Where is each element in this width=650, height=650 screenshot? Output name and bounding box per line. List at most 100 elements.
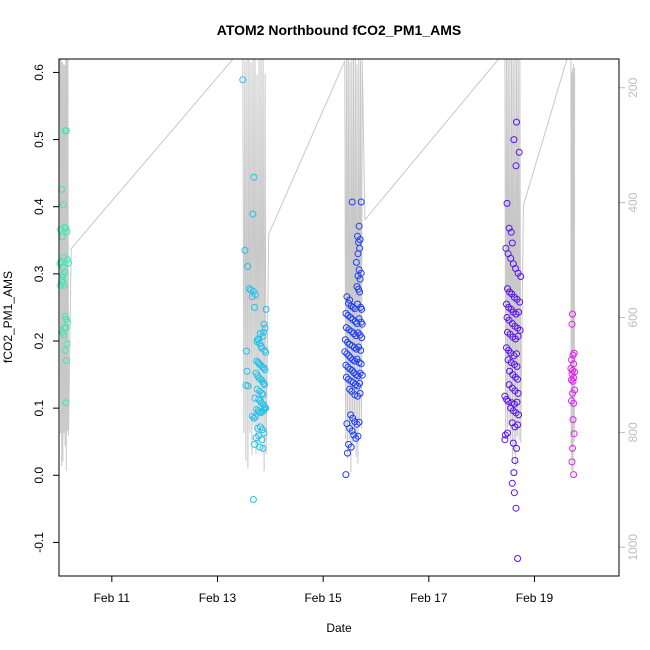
- y-axis-label: fCO2_PM1_AMS: [1, 271, 15, 363]
- data-point: [62, 399, 70, 407]
- data-point: [569, 444, 576, 452]
- data-point: [261, 366, 269, 374]
- y-tick-label: 0.1: [32, 399, 46, 416]
- data-point: [342, 310, 350, 317]
- data-point: [347, 314, 355, 321]
- data-point: [571, 386, 579, 394]
- data-point: [506, 288, 514, 296]
- data-point: [510, 469, 518, 477]
- data-point: [515, 308, 523, 316]
- x-tick-label: Feb 13: [199, 591, 237, 605]
- data-point: [510, 489, 518, 497]
- data-point: [356, 369, 364, 377]
- data-point: [501, 392, 509, 400]
- data-point: [63, 340, 71, 348]
- data-point: [508, 239, 516, 247]
- data-point: [354, 329, 362, 337]
- data-point: [569, 416, 577, 424]
- data-point: [503, 199, 511, 207]
- data-point: [357, 360, 365, 368]
- y-tick-label: 0.3: [32, 265, 46, 282]
- data-point: [258, 389, 266, 397]
- data-point: [355, 222, 363, 230]
- data-point: [62, 324, 70, 332]
- data-point: [358, 305, 366, 313]
- data-point: [508, 479, 516, 487]
- data-point: [59, 271, 67, 278]
- data-point: [515, 148, 523, 156]
- data-point: [250, 173, 258, 181]
- data-point: [262, 305, 270, 313]
- data-point: [251, 303, 258, 311]
- data-point: [345, 352, 353, 360]
- data-point: [517, 273, 525, 280]
- data-point: [348, 367, 356, 374]
- data-point: [342, 471, 350, 479]
- right-tick-label: 800: [626, 422, 640, 442]
- data-point: [259, 391, 267, 399]
- data-point: [513, 118, 520, 126]
- data-point: [513, 350, 520, 358]
- data-point: [355, 418, 363, 426]
- x-tick-label: Feb 17: [410, 591, 448, 605]
- data-point: [569, 377, 577, 385]
- data-point: [511, 457, 519, 464]
- data-point: [57, 281, 65, 289]
- data-point: [351, 357, 359, 365]
- data-point: [354, 250, 362, 258]
- data-point: [241, 246, 249, 254]
- y-tick-label: 0.5: [32, 131, 46, 148]
- data-point: [347, 354, 355, 362]
- data-point: [259, 444, 267, 452]
- x-tick-label: Feb 19: [516, 591, 554, 605]
- data-point: [513, 363, 521, 370]
- data-point: [256, 443, 264, 451]
- data-point: [258, 426, 266, 434]
- data-point: [62, 357, 70, 364]
- data-point: [570, 430, 578, 438]
- data-point: [343, 350, 351, 358]
- data-point: [65, 259, 72, 267]
- data-point: [350, 330, 358, 338]
- data-point: [63, 228, 71, 236]
- data-point: [347, 443, 355, 451]
- data-point: [349, 303, 357, 311]
- y-tick-label: 0.2: [32, 332, 46, 349]
- data-point: [251, 394, 259, 402]
- data-point: [247, 286, 255, 294]
- data-point: [348, 328, 356, 336]
- data-point: [252, 413, 259, 421]
- data-point: [260, 328, 267, 336]
- data-point: [514, 555, 522, 562]
- right-tick-label: 1000: [626, 534, 640, 561]
- data-point: [239, 76, 247, 84]
- data-point: [261, 324, 269, 332]
- data-point: [344, 363, 352, 371]
- data-point: [251, 440, 258, 448]
- pressure-trace: [59, 59, 576, 473]
- data-point: [357, 346, 365, 354]
- data-point: [516, 326, 524, 334]
- data-point: [569, 310, 576, 318]
- data-point: [353, 355, 361, 363]
- data-point: [505, 224, 513, 232]
- data-point: [244, 382, 252, 390]
- x-tick-label: Feb 15: [304, 591, 342, 605]
- data-point: [59, 201, 67, 209]
- data-point: [512, 162, 520, 170]
- data-point: [358, 371, 366, 379]
- x-tick-label: Feb 11: [94, 591, 131, 605]
- data-point: [243, 347, 250, 355]
- data-point: [348, 198, 356, 206]
- data-point: [568, 376, 575, 384]
- x-axis-label: Date: [326, 621, 352, 635]
- data-point: [504, 397, 512, 405]
- data-point: [510, 136, 518, 144]
- data-point: [514, 332, 522, 340]
- data-point: [501, 431, 509, 439]
- data-point: [358, 320, 366, 328]
- data-point: [342, 373, 350, 381]
- data-point: [507, 228, 515, 236]
- data-point: [352, 345, 360, 353]
- data-point: [514, 421, 522, 429]
